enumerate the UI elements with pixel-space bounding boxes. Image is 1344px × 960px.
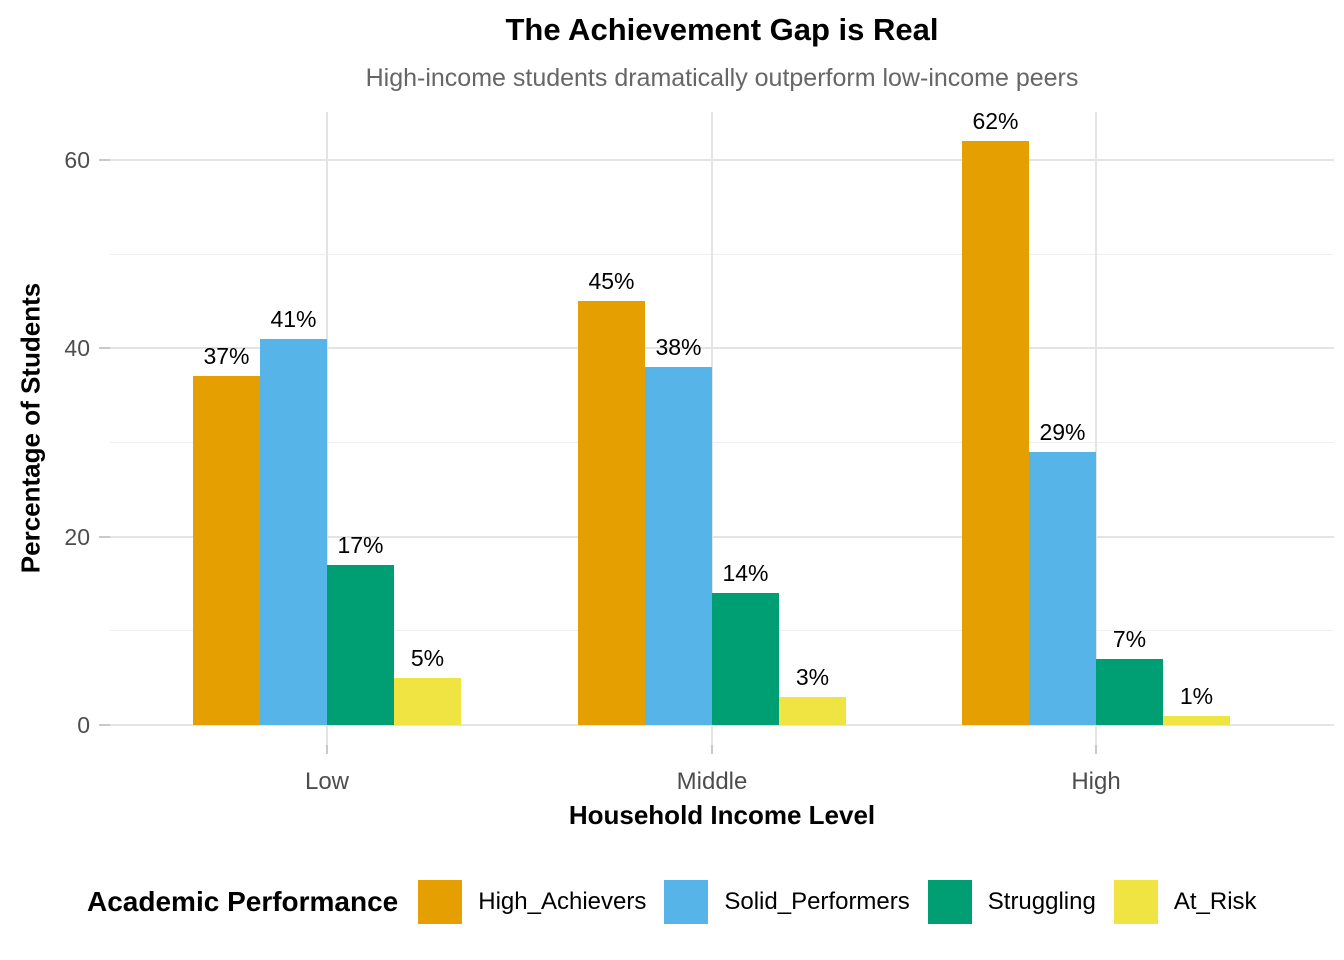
legend-label-at-risk: At_Risk (1173, 888, 1257, 915)
bar-struggling-high (1096, 659, 1163, 725)
bar-label-struggling-high: 7% (1112, 626, 1147, 652)
bar-solid-performers-low (260, 339, 327, 725)
y-axis-tick-label: 40 (64, 335, 90, 362)
gridline-v-middle (711, 112, 713, 745)
legend-label-solid-performers: Solid_Performers (724, 888, 910, 915)
legend-swatch-at-risk (1113, 880, 1158, 924)
chart-title: The Achievement Gap is Real (505, 12, 939, 47)
legend-swatch-solid-performers (664, 880, 709, 924)
legend-label-high-achievers: High_Achievers (478, 888, 647, 915)
gridline-v-low (326, 112, 328, 745)
bar-label-high-achievers-high: 62% (972, 108, 1019, 134)
bar-label-at-risk-middle: 3% (795, 664, 830, 690)
legend-label-struggling: Struggling (987, 888, 1096, 915)
gridline-h-major (110, 158, 1334, 161)
legend-swatch-high-achievers (418, 880, 463, 924)
legend-item-struggling: Struggling (927, 880, 1096, 924)
x-axis-label-low: Low (304, 768, 350, 795)
x-axis-label-high: High (1071, 768, 1121, 795)
y-axis-tick (99, 724, 110, 726)
bar-label-solid-performers-low: 41% (270, 306, 317, 332)
y-axis-tick-label: 60 (64, 146, 90, 173)
legend: Academic Performance High_Achievers Solid… (87, 878, 1344, 926)
bar-label-solid-performers-middle: 38% (655, 334, 702, 360)
gridline-v-high (1095, 112, 1097, 745)
bar-high-achievers-high (962, 141, 1029, 725)
bar-at-risk-low (394, 678, 461, 725)
y-axis-tick (99, 158, 110, 161)
x-axis-title: Household Income Level (568, 800, 876, 830)
y-axis-tick-label: 0 (77, 712, 90, 738)
bar-struggling-low (327, 565, 394, 725)
bar-at-risk-middle (779, 697, 846, 725)
x-axis-label-middle: Middle (676, 768, 748, 795)
x-axis-tick (711, 745, 713, 754)
bar-at-risk-high (1163, 716, 1230, 725)
bar-label-at-risk-high: 1% (1179, 683, 1214, 709)
bar-label-solid-performers-high: 29% (1039, 419, 1086, 445)
legend-item-solid-performers: Solid_Performers (664, 880, 910, 924)
bar-solid-performers-high (1029, 452, 1096, 725)
gridline-h-major (110, 535, 1334, 538)
plot-panel: 37% 41% 17% 5% 45% 38% 14% 3% 62% 29% 7% 1% (110, 108, 1334, 745)
x-axis-tick (326, 745, 328, 754)
y-axis-tick (99, 347, 110, 350)
chart-subtitle: High-income students dramatically outper… (365, 64, 1079, 92)
bar-high-achievers-middle (578, 301, 645, 725)
legend-swatch-struggling (927, 880, 972, 924)
bar-label-struggling-middle: 14% (722, 560, 769, 586)
x-axis-tick (1095, 745, 1097, 754)
bar-label-struggling-low: 17% (337, 532, 384, 558)
gridline-h-major (110, 347, 1334, 350)
bar-struggling-middle (712, 593, 779, 725)
bar-high-achievers-low (193, 376, 260, 725)
gridline-h-major (110, 724, 1334, 726)
bar-solid-performers-middle (645, 367, 712, 725)
bar-label-high-achievers-low: 37% (203, 343, 250, 369)
y-axis-tick (99, 535, 110, 538)
y-axis-tick-label: 20 (64, 523, 90, 550)
legend-title: Academic Performance (87, 886, 399, 917)
gridline-h-minor (110, 253, 1334, 255)
legend-item-high-achievers: High_Achievers (418, 880, 646, 924)
gridline-h-minor (110, 441, 1334, 443)
bar-label-at-risk-low: 5% (410, 645, 445, 671)
legend-item-at-risk: At_Risk (1113, 880, 1257, 924)
bar-label-high-achievers-middle: 45% (588, 268, 635, 294)
